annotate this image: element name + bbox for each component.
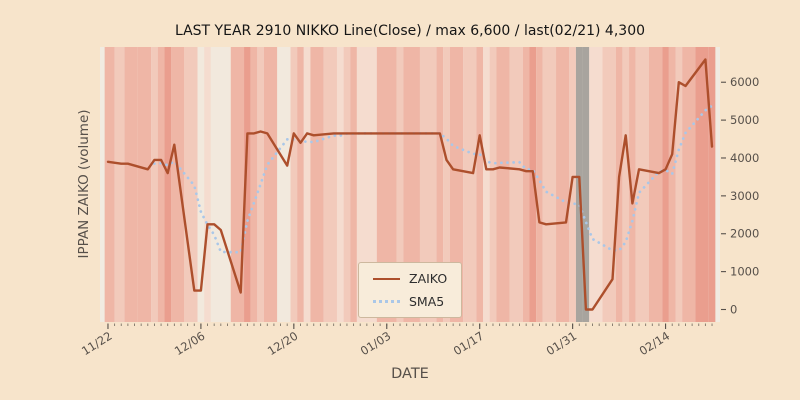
day-band (436, 47, 444, 322)
day-band (277, 47, 291, 322)
day-band (582, 47, 590, 322)
day-band (356, 47, 377, 322)
x-tick-label: 02/14 (637, 329, 673, 358)
day-band (556, 47, 570, 322)
day-band (396, 47, 404, 322)
x-tick-label: 01/17 (451, 329, 487, 358)
day-band (695, 47, 709, 322)
day-band (197, 47, 205, 322)
day-band (257, 47, 264, 322)
chart-title: LAST YEAR 2910 NIKKO Line(Close) / max 6… (174, 23, 646, 39)
day-band (171, 47, 185, 322)
day-band (336, 47, 344, 322)
y-tick-label: 0 (730, 303, 737, 317)
x-tick-label: 01/31 (544, 329, 580, 358)
day-band (184, 47, 198, 322)
day-band (449, 47, 464, 322)
day-band (522, 47, 530, 322)
day-band (151, 47, 158, 322)
legend: ZAIKO SMA5 (358, 262, 463, 318)
day-band (263, 47, 278, 322)
day-band (419, 47, 437, 322)
sma5-line-sample (373, 300, 400, 303)
day-band (648, 47, 663, 322)
day-band (483, 47, 490, 322)
legend-label-sma5: SMA5 (409, 294, 445, 309)
day-band (443, 47, 450, 322)
day-band (244, 47, 251, 322)
x-tick-label: 12/20 (265, 329, 301, 358)
day-band (662, 47, 669, 322)
day-band (589, 47, 603, 322)
y-tick-label: 2000 (730, 227, 759, 241)
zaiko-line (106, 58, 714, 311)
day-band (290, 47, 298, 322)
legend-item-sma5: SMA5 (373, 294, 447, 309)
day-band (489, 47, 497, 322)
y-axis-label: IPPAN ZAIKO (volume) (76, 109, 92, 259)
day-band (350, 47, 357, 322)
y-tick-label: 1000 (730, 265, 759, 279)
day-band (708, 47, 716, 322)
day-band (376, 47, 397, 322)
day-band (463, 47, 477, 322)
legend-item-zaiko: ZAIKO (373, 271, 447, 286)
day-band (542, 47, 557, 322)
x-axis-label: DATE (391, 366, 429, 382)
day-band (622, 47, 630, 322)
day-band (602, 47, 616, 322)
day-band (675, 47, 683, 322)
sma5-line (153, 104, 714, 254)
day-band (323, 47, 337, 322)
day-band (343, 47, 351, 322)
day-band (529, 47, 537, 322)
y-tick-label: 4000 (730, 151, 759, 165)
day-band (157, 47, 165, 322)
day-band (403, 47, 420, 322)
day-band (536, 47, 543, 322)
day-band (303, 47, 311, 322)
day-band (124, 47, 138, 322)
day-band (164, 47, 172, 322)
x-tick-label: 11/22 (79, 329, 115, 358)
day-band (629, 47, 636, 322)
day-band (204, 47, 211, 322)
day-band (114, 47, 125, 322)
day-band (476, 47, 484, 322)
day-band (310, 47, 324, 322)
day-band (682, 47, 696, 322)
day-band (210, 47, 218, 322)
y-tick-label: 6000 (730, 75, 759, 89)
x-tick-label: 01/03 (358, 329, 394, 358)
day-band (509, 47, 523, 322)
day-band (230, 47, 245, 322)
y-tick-label: 5000 (730, 113, 759, 127)
day-band (217, 47, 231, 322)
y-tick-label: 3000 (730, 189, 759, 203)
day-band (496, 47, 510, 322)
legend-label-zaiko: ZAIKO (409, 271, 448, 286)
day-band (104, 47, 115, 322)
day-band (250, 47, 258, 322)
zaiko-line-sample (373, 277, 400, 280)
day-band (668, 47, 676, 322)
x-tick-label: 12/06 (172, 329, 208, 358)
day-band (137, 47, 152, 322)
day-band (635, 47, 649, 322)
day-band (297, 47, 304, 322)
